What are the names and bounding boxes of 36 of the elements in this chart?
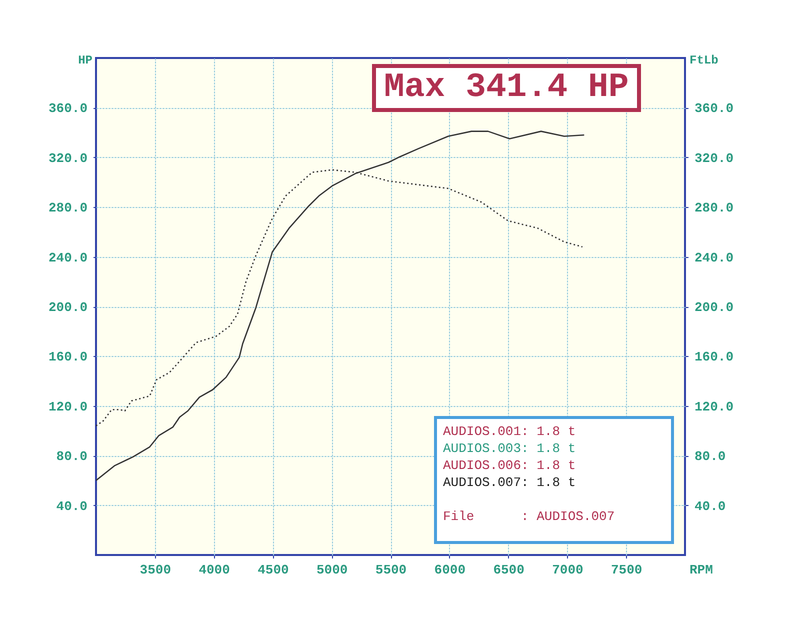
x-tick-label: 7000 — [552, 562, 584, 578]
x-axis-title: RPM — [690, 562, 714, 578]
x-tick-label: 6000 — [434, 562, 466, 578]
x-tick-label: 4500 — [258, 562, 289, 578]
y2-tick-label: 360.0 — [694, 101, 734, 116]
y-tick-label: 200.0 — [48, 300, 88, 315]
y-tick-label: 40.0 — [56, 498, 88, 514]
y2-tick-label: 200.0 — [694, 300, 734, 315]
x-tick-label: 4000 — [198, 562, 230, 578]
y2-tick-label: 80.0 — [694, 449, 726, 464]
y2-tick-label: 40.0 — [694, 498, 726, 514]
y-tick-label: 320.0 — [48, 150, 88, 166]
y2-tick-label: 120.0 — [694, 399, 734, 414]
y2-tick-label: 280.0 — [694, 200, 734, 216]
x-tick-label: 5500 — [375, 562, 407, 578]
y-tick-label: 240.0 — [48, 250, 88, 266]
x-tick-label: 5000 — [316, 562, 348, 578]
y2-tick-label: 240.0 — [694, 250, 734, 266]
x-tick-label: 3500 — [140, 562, 172, 578]
y-axis-title: HP — [78, 54, 92, 68]
y-tick-label: 80.0 — [56, 449, 88, 464]
y-tick-label: 360.0 — [48, 101, 88, 116]
annotation: AUDIOS.006: 1.8 t — [443, 457, 577, 474]
y2-axis-title: FtLb — [690, 54, 718, 68]
x-tick-label: 6500 — [493, 562, 525, 578]
y2-tick-label: 160.0 — [694, 350, 734, 365]
annotation: AUDIOS.003: 1.8 t — [443, 440, 577, 457]
y-tick-label: 120.0 — [48, 399, 88, 414]
annotation: AUDIOS.007: 1.8 t — [443, 474, 577, 491]
annotation: AUDIOS.001: 1.8 t — [443, 423, 577, 440]
max-power-box: Max 341.4 HP — [372, 64, 641, 112]
annotation: File : AUDIOS.007 — [443, 508, 616, 525]
y-tick-label: 280.0 — [48, 200, 88, 216]
x-tick-label: 7500 — [610, 562, 642, 578]
y2-tick-label: 320.0 — [694, 150, 734, 166]
y-tick-label: 160.0 — [48, 350, 88, 365]
